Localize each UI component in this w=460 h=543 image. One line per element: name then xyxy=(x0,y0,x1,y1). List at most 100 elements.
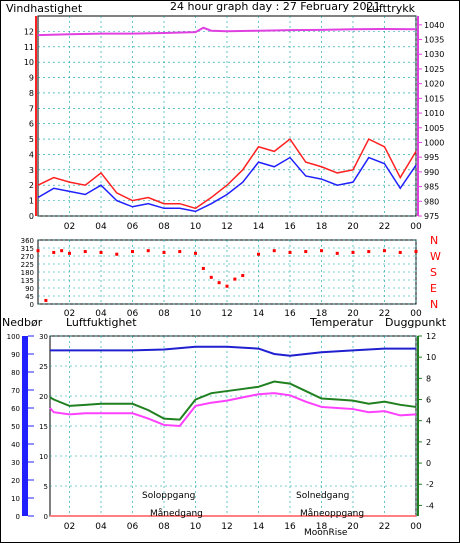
x-tick-label: 20 xyxy=(347,309,359,319)
rain-tick-label: 100 xyxy=(7,333,20,341)
wind-axis-title: Vindhastighet xyxy=(6,2,83,15)
direction-point xyxy=(351,250,355,254)
moonset-annotation: Månedgang xyxy=(150,508,203,519)
moonrise-annotation: Måneoppgang xyxy=(300,508,364,519)
sunrise-annotation: Soloppgang xyxy=(142,491,195,501)
humidity-tick-label: 10 xyxy=(39,453,48,461)
x-tick-label: 12 xyxy=(221,222,232,232)
humidity-tick-label: 25 xyxy=(39,363,48,371)
temperature-tick-label: -4 xyxy=(426,501,434,510)
direction-point xyxy=(178,250,182,254)
pressure-tick-label: 985 xyxy=(424,183,439,192)
x-tick-label: 14 xyxy=(253,522,265,532)
direction-point xyxy=(131,250,134,254)
x-tick-label: 16 xyxy=(284,222,296,232)
wind-pressure-panel: 02 04 06 08 10 12 14 16 18 20 22 000123456789101112… xyxy=(24,15,444,232)
direction-point xyxy=(304,250,308,254)
wind-direction-panel: 02 04 06 08 10 12 14 16 18 20 22 000459013518022527… xyxy=(21,234,441,319)
rain-axis-bar xyxy=(22,336,28,516)
x-tick-label: 08 xyxy=(158,309,170,319)
direction-point xyxy=(194,251,197,255)
x-tick-label: 22 xyxy=(379,222,390,232)
direction-point xyxy=(115,252,119,256)
compass-label: E xyxy=(430,282,437,295)
compass-label: N xyxy=(430,234,438,247)
x-tick-label: 02 xyxy=(64,222,75,232)
wind-tick-label: 7 xyxy=(29,104,34,113)
moonrise-axis-marker: MoonRise xyxy=(304,528,348,538)
direction-tick-label: 225 xyxy=(21,261,34,269)
temperature-tick-label: 4 xyxy=(426,417,431,426)
rain-tick-label: 20 xyxy=(11,477,20,485)
direction-tick-label: 270 xyxy=(21,253,34,261)
x-tick-label: 04 xyxy=(95,309,107,319)
rain-axis-title: Nedbør xyxy=(2,316,43,329)
temperature-tick-label: 6 xyxy=(426,396,431,405)
pressure-tick-label: 980 xyxy=(424,197,439,206)
temperature-tick-label: 12 xyxy=(426,332,436,341)
x-tick-label: 18 xyxy=(316,522,328,532)
pressure-tick-label: 1000 xyxy=(424,138,444,147)
pressure-tick-label: 1025 xyxy=(424,65,444,74)
rain-tick-label: 40 xyxy=(11,441,20,449)
direction-point xyxy=(233,277,237,281)
series-humidity xyxy=(50,345,416,357)
wind-tick-label: 3 xyxy=(29,166,34,175)
series-wind xyxy=(37,137,417,210)
direction-tick-label: 360 xyxy=(21,237,34,245)
pressure-tick-label: 1035 xyxy=(424,36,444,45)
temperature-axis-title: Temperatur xyxy=(309,316,374,329)
wind-tick-label: 6 xyxy=(29,120,34,129)
compass-label: W xyxy=(430,250,441,263)
x-tick-label: 06 xyxy=(127,309,139,319)
chart-title: 24 hour graph day : 27 February 2021 xyxy=(170,0,381,13)
wind-tick-label: 12 xyxy=(24,27,34,36)
x-tick-label: 10 xyxy=(190,222,202,232)
direction-point xyxy=(383,249,386,253)
direction-point xyxy=(52,250,56,254)
compass-label: N xyxy=(430,298,438,311)
direction-tick-label: 315 xyxy=(21,245,34,253)
wind-tick-label: 11 xyxy=(24,43,34,52)
direction-point xyxy=(272,249,276,253)
wind-tick-label: 1 xyxy=(29,197,34,206)
rain-tick-label: 30 xyxy=(11,459,20,467)
x-tick-label: 00 xyxy=(410,522,422,532)
temperature-tick-label: 0 xyxy=(426,459,431,468)
direction-tick-label: 45 xyxy=(25,293,34,301)
rain-tick-label: 70 xyxy=(11,387,20,395)
x-tick-label: 04 xyxy=(95,522,107,532)
rain-tick-label: 0 xyxy=(16,513,20,521)
humidity-tick-label: 20 xyxy=(39,393,48,401)
x-tick-label: 06 xyxy=(127,222,139,232)
rain-tick-label: 50 xyxy=(11,423,20,431)
x-tick-label: 16 xyxy=(284,522,296,532)
x-tick-label: 22 xyxy=(379,309,390,319)
x-tick-label: 12 xyxy=(221,309,232,319)
temperature-tick-label: 2 xyxy=(426,438,431,447)
x-tick-label: 20 xyxy=(347,222,359,232)
pressure-tick-label: 990 xyxy=(424,168,439,177)
series-temperature xyxy=(49,380,417,421)
pressure-tick-label: 1010 xyxy=(424,109,444,118)
wind-tick-label: 8 xyxy=(29,89,34,98)
humidity-temperature-panel: 02 04 06 08 10 12 14 16 18 20 22 000102030405060708… xyxy=(7,332,437,532)
dewpoint-axis-title: Duggpunkt xyxy=(385,316,447,329)
pressure-tick-label: 975 xyxy=(424,212,439,221)
x-tick-label: 02 xyxy=(64,309,75,319)
humidity-tick-label: 0 xyxy=(44,513,48,521)
x-tick-label: 02 xyxy=(64,522,75,532)
direction-point xyxy=(201,266,205,270)
temperature-tick-label: 8 xyxy=(426,374,431,383)
x-tick-label: 18 xyxy=(316,309,328,319)
temperature-tick-label: 10 xyxy=(426,353,436,362)
rain-tick-label: 10 xyxy=(11,495,20,503)
x-tick-label: 00 xyxy=(410,222,422,232)
direction-tick-label: 135 xyxy=(21,277,34,285)
wind-tick-label: 4 xyxy=(29,150,34,159)
wind-tick-label: 5 xyxy=(29,135,34,144)
direction-point xyxy=(146,249,150,253)
rain-tick-label: 80 xyxy=(11,369,20,377)
direction-point xyxy=(99,250,103,254)
